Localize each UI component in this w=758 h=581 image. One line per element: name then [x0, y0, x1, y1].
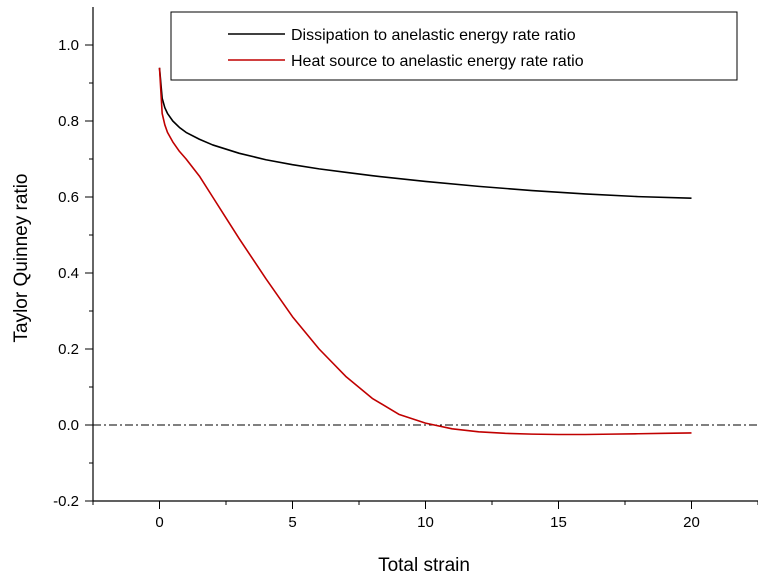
legend-box	[170, 11, 738, 81]
y-tick-label: 0.0	[58, 417, 79, 434]
x-tick-label: 15	[550, 514, 567, 531]
series-lines	[158, 67, 692, 436]
axes	[92, 7, 758, 502]
x-tick-label: 20	[683, 514, 700, 531]
x-tick-label: 10	[417, 514, 434, 531]
y-tick-label: 0.6	[58, 189, 79, 206]
y-axis-title: Taylor Quinney ratio	[11, 174, 32, 343]
y-tick-label: 0.4	[58, 265, 79, 282]
legend: Dissipation to anelastic energy rate rat…	[170, 11, 738, 81]
legend-label-dissipation: Dissipation to anelastic energy rate rat…	[291, 27, 576, 44]
y-tick-label: -0.2	[53, 493, 79, 510]
ticks: 0 5 10 15 20 -0.2 0.0 0.2 0.4 0.6 0.8 1.0	[53, 37, 758, 531]
y-tick-label: 1.0	[58, 37, 79, 54]
x-axis-title: Total strain	[378, 555, 470, 576]
y-tick-label: 0.2	[58, 341, 79, 358]
y-tick-label: 0.8	[58, 113, 79, 130]
series-line-1	[158, 67, 692, 436]
legend-label-heat-source: Heat source to anelastic energy rate rat…	[291, 53, 584, 70]
x-tick-label: 0	[155, 514, 163, 531]
series-line-0	[158, 67, 692, 199]
x-tick-label: 5	[288, 514, 296, 531]
